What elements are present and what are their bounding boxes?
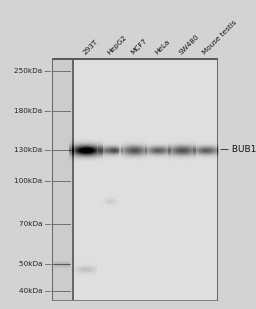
- Text: Mouse testis: Mouse testis: [202, 19, 238, 56]
- Text: MCF7: MCF7: [130, 38, 148, 56]
- Text: 50kDa —: 50kDa —: [19, 261, 52, 267]
- Text: 100kDa —: 100kDa —: [14, 178, 52, 184]
- Text: 250kDa —: 250kDa —: [14, 68, 52, 74]
- Text: 130kDa —: 130kDa —: [14, 147, 52, 153]
- Text: 293T: 293T: [82, 39, 99, 56]
- Text: 70kDa —: 70kDa —: [19, 221, 52, 227]
- Text: 180kDa —: 180kDa —: [14, 108, 52, 114]
- Text: — BUB1: — BUB1: [220, 146, 256, 154]
- Text: 40kDa —: 40kDa —: [19, 288, 52, 294]
- Text: HepG2: HepG2: [106, 34, 127, 56]
- Text: HeLa: HeLa: [154, 39, 171, 56]
- Text: SW480: SW480: [178, 34, 200, 56]
